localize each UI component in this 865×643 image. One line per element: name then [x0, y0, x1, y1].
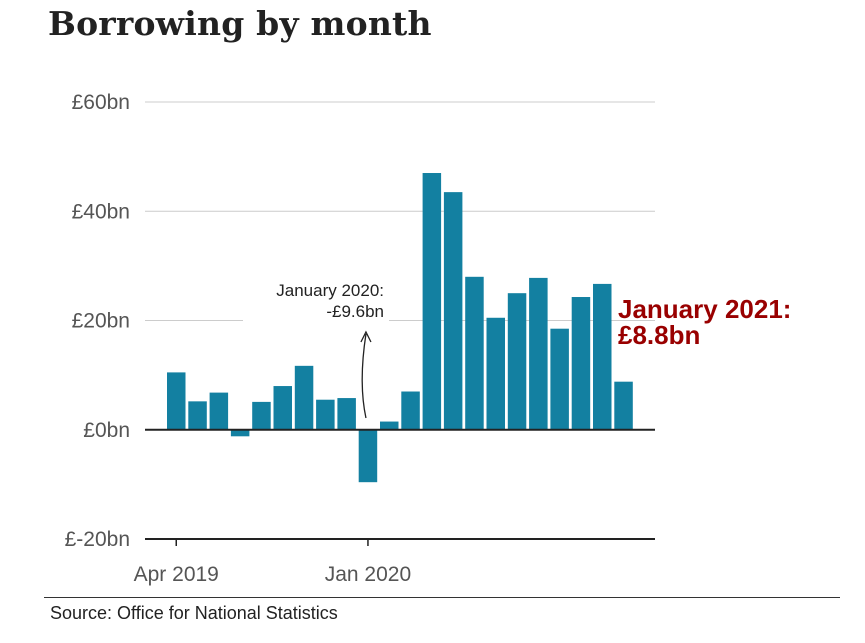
annotation-arrowhead [360, 330, 372, 343]
y-tick-label: £40bn [72, 200, 130, 223]
bar [358, 429, 378, 483]
bar [316, 399, 335, 430]
y-tick-label: £60bn [72, 91, 130, 114]
bar [422, 173, 442, 430]
bar [252, 401, 271, 430]
bar [529, 277, 548, 430]
bar [294, 365, 314, 430]
source-note: Source: Office for National Statistics [50, 603, 338, 623]
bar [593, 283, 612, 430]
bar [550, 328, 569, 430]
x-tick-label: Apr 2019 [134, 563, 219, 586]
annotation-background [243, 279, 389, 323]
annotation-arrow [361, 333, 367, 419]
x-tick-label: Jan 2020 [325, 563, 411, 586]
y-tick-label: £0bn [83, 419, 130, 442]
bar [273, 386, 292, 430]
annotation-jan-2021-label: January 2021: [618, 294, 791, 324]
bar [614, 381, 633, 430]
bar [209, 392, 229, 430]
bar [571, 297, 591, 430]
bar [486, 317, 505, 430]
source-divider [44, 597, 840, 598]
bar [443, 192, 463, 430]
annotation-jan-2020-value: -£9.6bn [326, 302, 384, 321]
bar [188, 401, 207, 430]
bar [507, 293, 527, 430]
chart-title: Borrowing by month [48, 4, 432, 43]
bar [167, 372, 186, 430]
bar [337, 398, 356, 430]
bar [401, 391, 420, 430]
y-tick-label: £20bn [72, 310, 130, 333]
bar [230, 429, 250, 437]
annotation-jan-2021-value: £8.8bn [618, 320, 700, 350]
y-tick-label: £-20bn [65, 528, 130, 551]
bar [380, 421, 399, 430]
annotation-jan-2020-label: January 2020: [276, 281, 384, 300]
bar [465, 276, 484, 430]
